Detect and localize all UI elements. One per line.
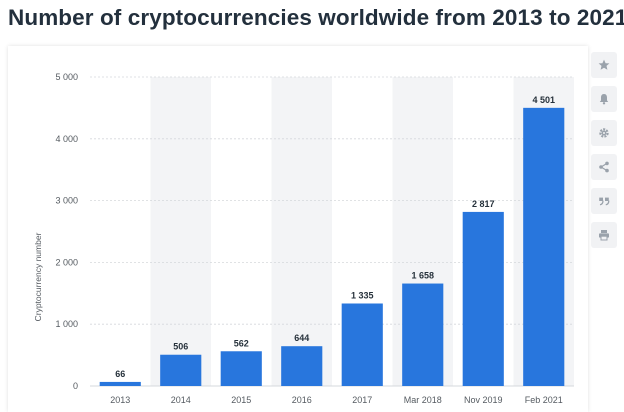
bar[interactable] bbox=[341, 303, 383, 386]
bar-value-label: 1 658 bbox=[411, 271, 434, 281]
share-icon bbox=[599, 161, 609, 173]
category-band bbox=[271, 77, 332, 386]
y-tick-label: 0 bbox=[73, 381, 78, 391]
y-axis-label: Cryptocurrency number bbox=[33, 232, 43, 321]
bar-value-label: 4 501 bbox=[532, 95, 555, 105]
print-button[interactable] bbox=[591, 222, 617, 248]
y-tick-label: 4 000 bbox=[55, 134, 78, 144]
bar-value-label: 66 bbox=[115, 369, 125, 379]
bar-value-label: 1 335 bbox=[351, 290, 374, 300]
bar-value-label: 562 bbox=[234, 338, 249, 348]
settings-button[interactable] bbox=[591, 120, 617, 146]
x-axis-ticks: 2013 2014 2015 2016 2017 Mar 2018 Nov 2019 Feb … bbox=[110, 395, 563, 405]
quote-icon bbox=[599, 197, 610, 206]
bar-value-label: 644 bbox=[294, 333, 309, 343]
bar-chart: 66 506 562 644 1 335 1 658 2 817 4 501 0 1 000 2 … bbox=[33, 72, 574, 405]
chart-toolbar bbox=[591, 52, 617, 256]
x-tick-label: 2017 bbox=[352, 395, 372, 405]
bar[interactable] bbox=[160, 354, 202, 386]
bar[interactable] bbox=[523, 107, 565, 386]
bar[interactable] bbox=[281, 346, 323, 386]
x-tick-label: 2014 bbox=[171, 395, 191, 405]
x-tick-label: 2015 bbox=[231, 395, 251, 405]
y-axis-ticks: 0 1 000 2 000 3 000 4 000 5 000 bbox=[55, 72, 78, 391]
y-tick-label: 2 000 bbox=[55, 257, 78, 267]
y-tick-label: 3 000 bbox=[55, 196, 78, 206]
category-band bbox=[150, 77, 211, 386]
notification-button[interactable] bbox=[591, 86, 617, 112]
bar-labels: 66 506 562 644 1 335 1 658 2 817 4 501 bbox=[115, 95, 555, 379]
bar[interactable] bbox=[402, 283, 444, 386]
share-button[interactable] bbox=[591, 154, 617, 180]
page-title: Number of cryptocurrencies worldwide fro… bbox=[8, 5, 624, 30]
star-icon bbox=[598, 59, 610, 70]
gear-icon bbox=[599, 128, 609, 138]
chart-card: 66 506 562 644 1 335 1 658 2 817 4 501 0 1 000 2 … bbox=[8, 46, 588, 412]
bar[interactable] bbox=[462, 211, 504, 386]
bar[interactable] bbox=[220, 351, 262, 386]
favorite-button[interactable] bbox=[591, 52, 617, 78]
bell-icon bbox=[599, 94, 609, 105]
x-tick-label: 2013 bbox=[110, 395, 130, 405]
y-tick-label: 5 000 bbox=[55, 72, 78, 82]
bars bbox=[99, 107, 565, 386]
bar[interactable] bbox=[99, 381, 141, 386]
bar-value-label: 2 817 bbox=[472, 199, 495, 209]
cite-button[interactable] bbox=[591, 188, 617, 214]
x-tick-label: Feb 2021 bbox=[525, 395, 563, 405]
print-icon bbox=[599, 230, 609, 241]
x-tick-label: 2016 bbox=[292, 395, 312, 405]
y-tick-label: 1 000 bbox=[55, 319, 78, 329]
x-tick-label: Mar 2018 bbox=[404, 395, 442, 405]
bar-value-label: 506 bbox=[173, 342, 188, 352]
x-tick-label: Nov 2019 bbox=[464, 395, 503, 405]
